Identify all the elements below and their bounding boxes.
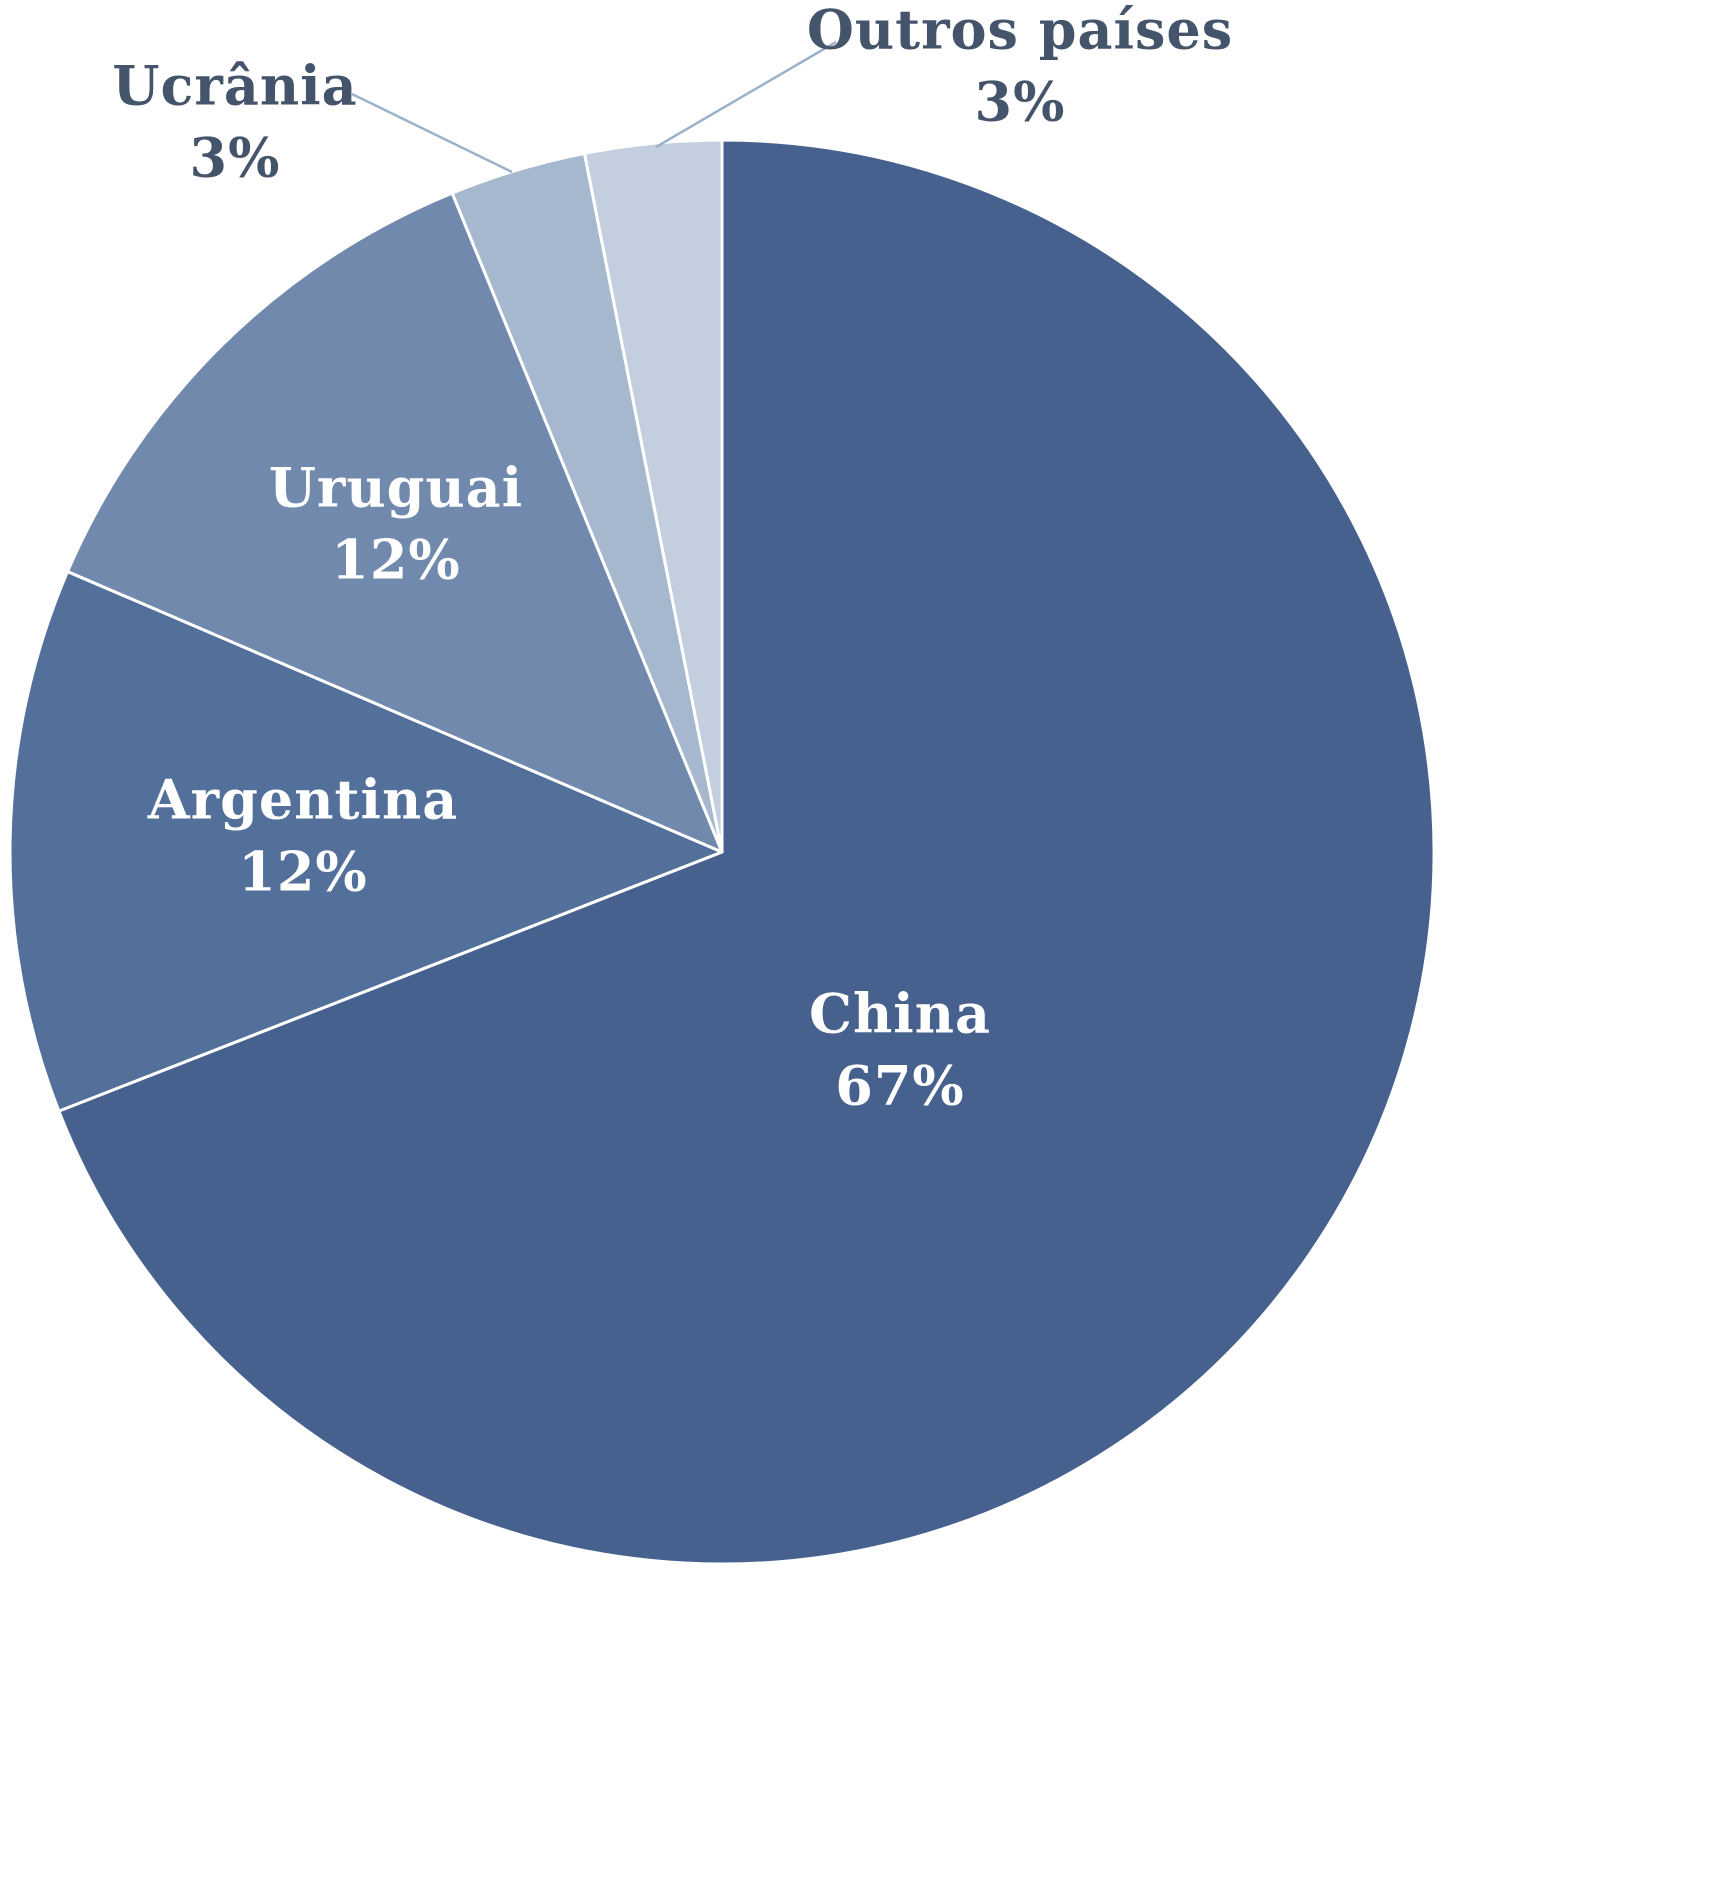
slice-label-uruguai: Uruguai 12%	[269, 452, 523, 597]
slice-percent: 67%	[835, 1054, 965, 1118]
slice-name: Argentina	[147, 767, 459, 832]
slice-label-outros-paises: Outros países 3%	[807, 0, 1233, 138]
pie-slice-china	[57, 138, 1436, 1566]
slice-name: Ucrânia	[112, 53, 358, 118]
slice-percent: 3%	[974, 70, 1066, 134]
slice-name: Outros países	[806, 0, 1234, 62]
slice-label-china: China 67%	[809, 978, 991, 1123]
slice-name: Uruguai	[268, 455, 524, 520]
leader-line-outros-paises	[655, 40, 837, 149]
leader-line-ucrania	[351, 92, 513, 174]
slice-label-argentina: Argentina 12%	[148, 764, 458, 909]
slice-percent: 12%	[331, 528, 461, 592]
pie-slice-outros-paises	[583, 138, 724, 854]
pie-slice-argentina	[8, 570, 724, 1113]
pie-slice-uruguai	[66, 191, 724, 854]
slice-percent: 12%	[238, 840, 368, 904]
slice-name: China	[808, 981, 992, 1046]
slice-percent: 3%	[189, 126, 281, 190]
slice-label-ucrania: Ucrânia 3%	[112, 50, 357, 195]
